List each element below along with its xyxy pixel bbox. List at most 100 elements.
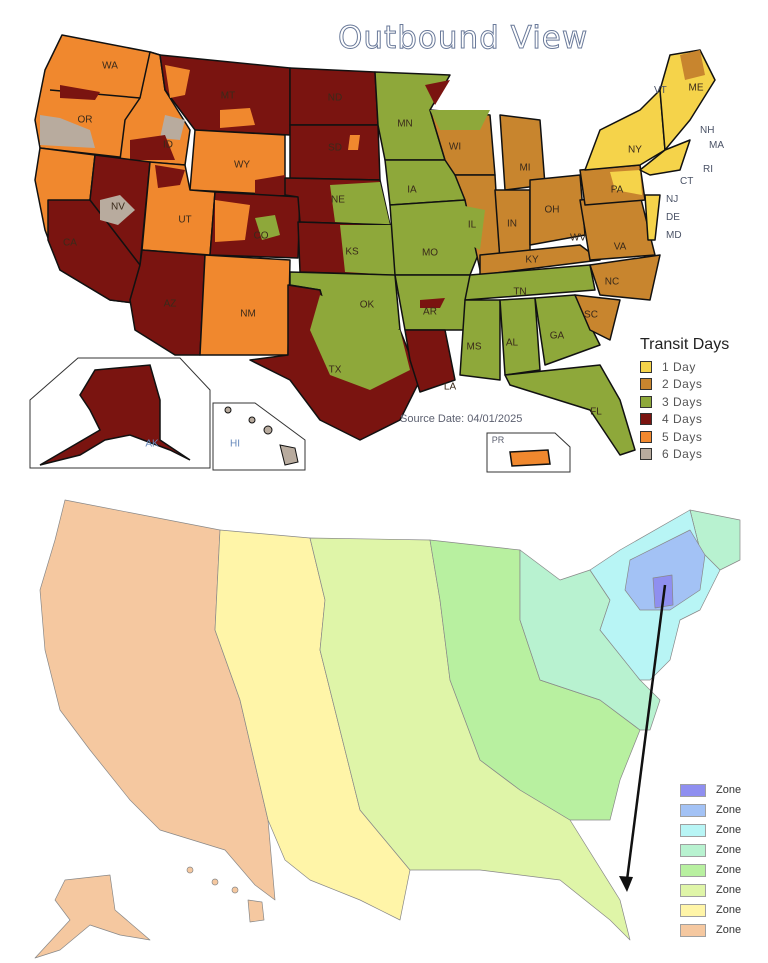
zone-map-graphic (34, 499, 741, 959)
state-label-la: LA (443, 381, 457, 393)
state-label-or: OR (77, 114, 93, 126)
legend-item-5-days: 5 Days (640, 428, 729, 446)
state-label-mn: MN (397, 118, 413, 130)
state-label-co: CO (253, 230, 269, 242)
transit-days-legend: Transit Days 1 Day 2 Days 3 Days 4 Days … (640, 336, 729, 463)
state-label-nv: NV (111, 201, 125, 213)
legend-swatch (640, 448, 652, 461)
zone-legend-item: Zone (680, 820, 741, 840)
zone-label: Zone (716, 844, 742, 856)
state-label-sc: SC (584, 309, 598, 321)
zone-swatch (680, 803, 706, 817)
legend-swatch (640, 430, 652, 443)
route-arrow (619, 584, 667, 892)
state-label-az: AZ (163, 298, 177, 310)
state-label-nj: NJ (666, 194, 679, 205)
legend-swatch (640, 413, 652, 426)
state-label-ar: AR (423, 306, 437, 318)
hawaii-inset (212, 402, 306, 471)
zone-swatch (680, 923, 706, 937)
legend-item-3-days: 3 Days (640, 393, 729, 411)
state-label-ma: MA (709, 140, 724, 151)
legend-swatch (640, 395, 652, 408)
shipping-zone-map: Zone Zone Zone Zone Zone Zone Zone Zone (0, 480, 768, 963)
zone-swatch (680, 883, 706, 897)
state-label-ny: NY (628, 144, 642, 156)
state-label-fl: FL (590, 406, 602, 418)
legend-label: 4 Days (662, 412, 703, 427)
zone-label: Zone (716, 904, 742, 916)
state-label-nm: NM (240, 308, 256, 320)
transit-map-graphic (29, 34, 716, 473)
state-label-il: IL (467, 219, 477, 231)
zone-label: Zone (716, 804, 742, 816)
state-label-tx: TX (328, 364, 342, 376)
state-label-ne: NE (331, 194, 345, 206)
zone-label: Zone (716, 924, 742, 936)
zone-label: Zone (716, 784, 742, 796)
state-label-wi: WI (448, 141, 462, 153)
legend-swatch (640, 360, 652, 373)
state-label-ut: UT (178, 214, 192, 226)
state-label-va: VA (613, 241, 627, 253)
legend-label: 2 Days (662, 377, 703, 392)
zone-label: Zone (716, 824, 742, 836)
state-label-al: AL (505, 337, 519, 349)
state-label-ms: MS (466, 341, 482, 353)
map-title: Outbound View (337, 20, 589, 57)
state-label-in: IN (507, 218, 517, 230)
legend-label: 6 Days (662, 447, 703, 462)
zone-swatch (680, 863, 706, 877)
zone-legend-item: Zone (680, 780, 741, 800)
legend-label: 1 Day (662, 359, 696, 374)
source-date: Source Date: 04/01/2025 (400, 413, 523, 425)
state-label-mo: MO (421, 247, 439, 259)
state-label-ct: CT (680, 176, 694, 187)
zone-legend-item: Zone (680, 840, 741, 860)
zone-label: Zone (716, 884, 742, 896)
state-label-sd: SD (328, 142, 342, 154)
zone-legend-item: Zone (680, 880, 741, 900)
zone-swatch (680, 823, 706, 837)
state-label-de: DE (666, 212, 680, 223)
state-label-nh: NH (700, 125, 715, 136)
zone-swatch (680, 903, 706, 917)
state-label-ks: KS (345, 246, 359, 258)
zone-legend-item: Zone (680, 900, 741, 920)
state-label-pa: PA (610, 184, 624, 196)
state-label-mi: MI (519, 162, 531, 174)
zone-swatch (680, 843, 706, 857)
alaska-inset (29, 357, 211, 469)
state-label-ri: RI (703, 164, 713, 175)
legend-item-1-day: 1 Day (640, 358, 729, 376)
transit-days-map: Outbound View WA OR ID MT WY NV CA UT CO… (0, 0, 768, 480)
legend-item-6-days: 6 Days (640, 446, 729, 464)
legend-item-2-days: 2 Days (640, 376, 729, 394)
state-label-oh: OH (544, 204, 560, 216)
legend-swatch (640, 378, 652, 391)
legend-label: 3 Days (662, 394, 703, 409)
zone-label: Zone (716, 864, 742, 876)
state-label-md: MD (666, 230, 682, 241)
state-label-me: ME (688, 82, 704, 94)
legend-item-4-days: 4 Days (640, 411, 729, 429)
state-label-wa: WA (102, 60, 118, 72)
state-label-ak: AK (145, 438, 159, 450)
state-label-mt: MT (220, 90, 236, 102)
state-label-ga: GA (549, 330, 565, 342)
state-label-tn: TN (513, 286, 527, 298)
state-label-vt: VT (654, 85, 667, 96)
state-label-wv: WV (569, 232, 587, 244)
zone-legend-item: Zone (680, 860, 741, 880)
zone-legend-item: Zone (680, 920, 741, 940)
legend-label: 5 Days (662, 429, 703, 444)
state-label-nd: ND (327, 92, 343, 104)
puerto-rico-inset (486, 432, 571, 473)
state-label-ky: KY (525, 254, 539, 266)
legend-title: Transit Days (640, 336, 730, 353)
state-label-id: ID (163, 139, 173, 151)
state-label-nc: NC (604, 276, 620, 288)
zone-legend-item: Zone (680, 800, 741, 820)
state-label-ok: OK (359, 299, 375, 311)
state-label-hi: HI (230, 438, 240, 450)
